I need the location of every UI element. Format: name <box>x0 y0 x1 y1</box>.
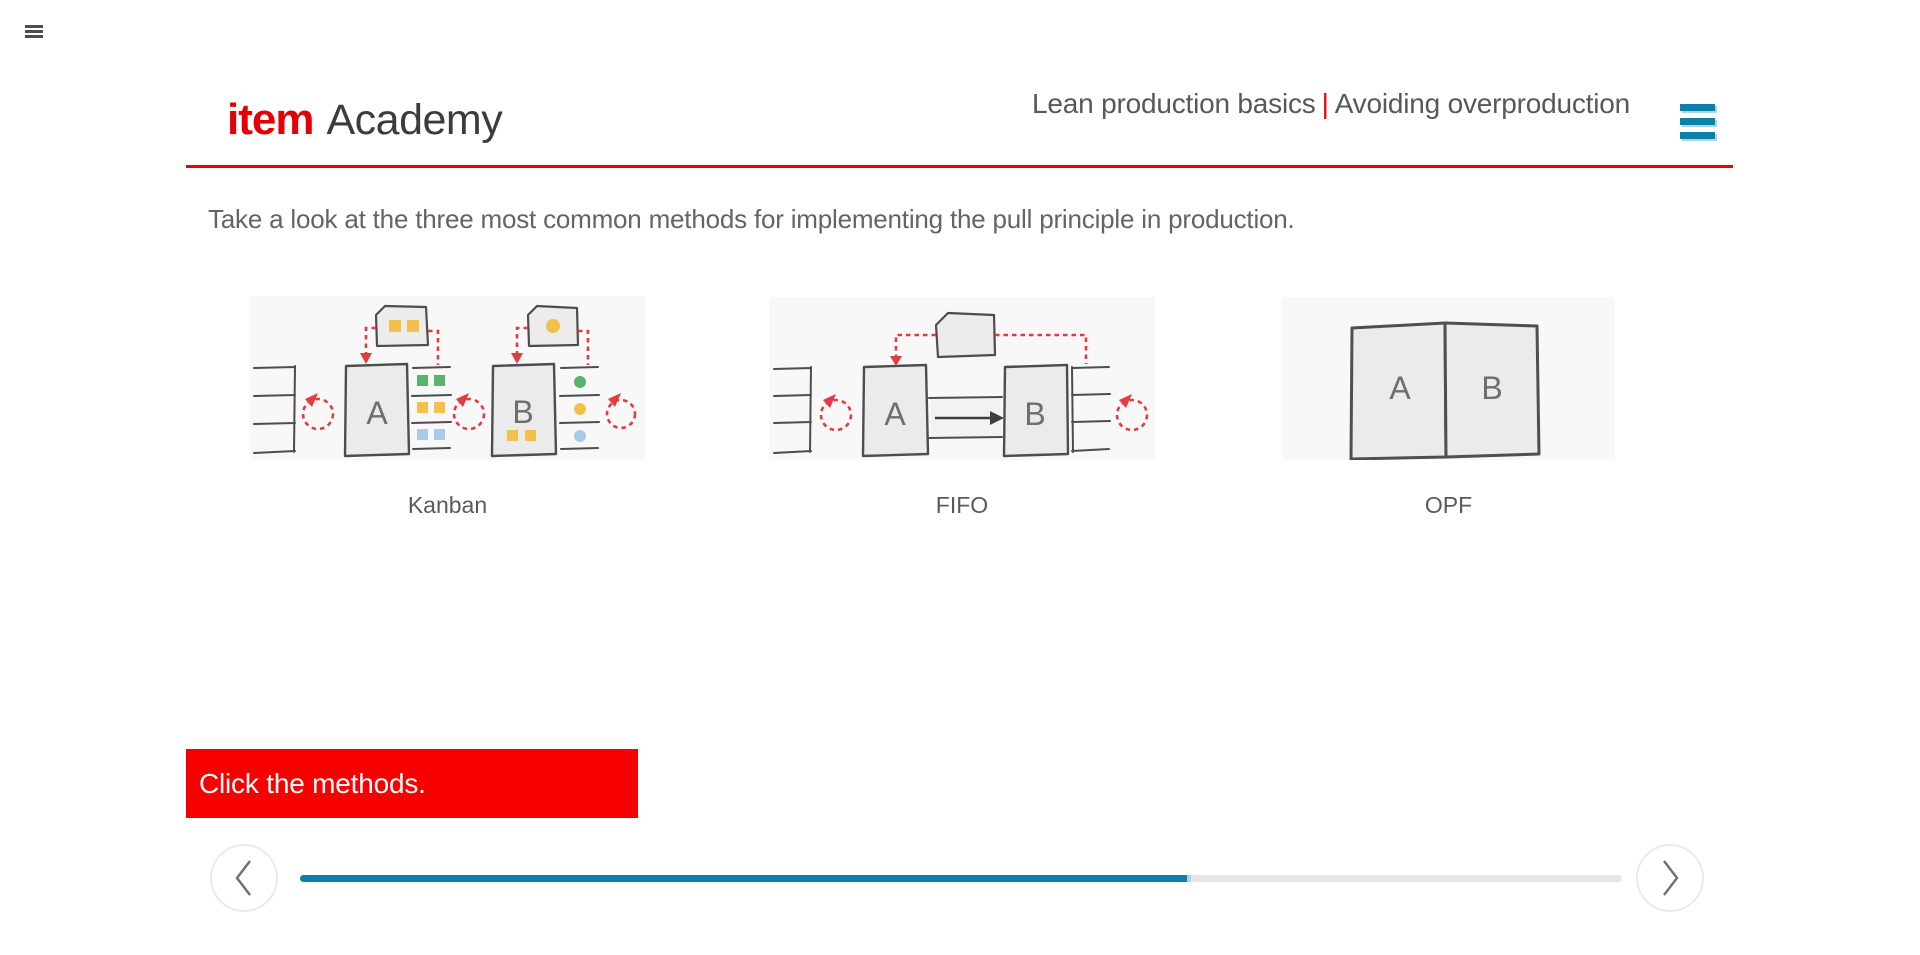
prompt-banner: Click the methods. <box>186 749 638 818</box>
signal-arrowhead <box>890 356 902 366</box>
method-kanban[interactable]: A B <box>250 296 645 526</box>
chevron-right-icon <box>1663 860 1679 896</box>
station-a: A <box>861 363 930 458</box>
course-menu-button[interactable] <box>1680 104 1717 139</box>
station-a: A <box>1349 321 1448 461</box>
header-divider <box>186 165 1733 168</box>
supermarket-rack-circles <box>559 366 600 450</box>
method-label-kanban: Kanban <box>407 492 488 518</box>
svg-text:B: B <box>1024 396 1045 432</box>
cycle-arrowheads <box>823 394 1132 408</box>
logo-brand: item <box>227 95 314 144</box>
method-fifo[interactable]: A B FIFO <box>769 297 1155 526</box>
chevron-left-icon <box>235 860 251 896</box>
signal-arrowheads <box>360 353 523 364</box>
pull-cycle-icon <box>301 397 637 431</box>
method-label-opf: OPF <box>1424 492 1473 518</box>
prev-button[interactable] <box>210 844 278 912</box>
fifo-lane <box>928 396 1004 439</box>
svg-text:A: A <box>884 396 906 432</box>
cycle-arrowheads <box>305 393 621 407</box>
next-button[interactable] <box>1636 844 1704 912</box>
logo-product: Academy <box>326 96 503 144</box>
logo: item Academy <box>227 95 503 145</box>
kanban-diagram: A B <box>250 296 645 460</box>
signal-route <box>894 333 1088 364</box>
lesson-title: Avoiding overproduction <box>1334 88 1631 119</box>
station-a: A <box>343 362 411 458</box>
flow-arrow-icon <box>990 411 1004 425</box>
opf-diagram: A B <box>1282 297 1615 461</box>
shelf-icon <box>773 366 1111 454</box>
method-opf[interactable]: A B OPF <box>1282 297 1615 526</box>
kanban-card <box>934 311 997 359</box>
instruction-text: Take a look at the three most common met… <box>208 204 1295 234</box>
method-label-fifo: FIFO <box>935 492 989 518</box>
course-title: Lean production basics <box>1032 88 1316 119</box>
course-breadcrumb: Lean production basics | Avoiding overprod… <box>1032 88 1630 120</box>
shelf-icon <box>253 365 296 454</box>
kanban-card-b <box>526 304 580 348</box>
station-b: B <box>490 362 558 458</box>
sidebar-menu-button[interactable] <box>25 25 43 38</box>
progress-track <box>300 875 1622 882</box>
kanban-card-a <box>374 304 430 348</box>
hamburger-icon <box>25 25 43 28</box>
pull-cycle-icon <box>819 398 1149 432</box>
title-separator: | <box>1321 88 1329 119</box>
station-b: B <box>1002 363 1070 458</box>
kanban-signal-arrows <box>364 326 590 365</box>
station-b: B <box>1443 321 1541 459</box>
svg-text:A: A <box>366 395 388 431</box>
svg-text:B: B <box>512 394 533 430</box>
progress-fill <box>300 875 1192 882</box>
hamburger-icon <box>1680 104 1715 111</box>
fifo-diagram: A B <box>769 297 1155 460</box>
supermarket-rack-squares <box>411 366 452 450</box>
svg-text:A: A <box>1389 370 1411 406</box>
svg-text:B: B <box>1481 370 1502 406</box>
